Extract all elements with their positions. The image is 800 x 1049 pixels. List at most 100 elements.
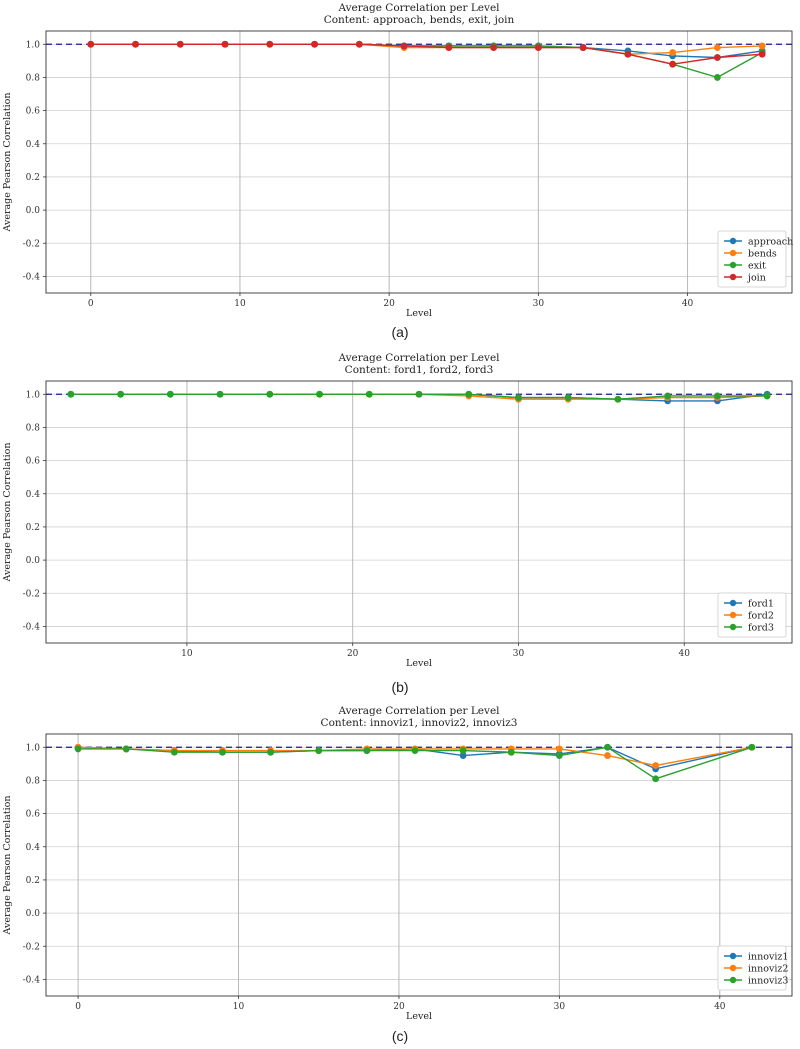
y-tick-label: 0.0 [26, 206, 41, 216]
data-point-innoviz3 [555, 752, 563, 759]
data-point-ford3 [266, 390, 274, 398]
data-point-join [758, 50, 766, 58]
data-point-ford3 [216, 390, 224, 398]
y-tick-label: -0.4 [23, 975, 41, 985]
data-point-join [534, 44, 542, 51]
caption-b: (b) [391, 679, 409, 695]
legend-label: innoviz2 [748, 964, 788, 975]
data-point-join [400, 42, 408, 50]
chart-subtitle: Content: ford1, ford2, ford3 [345, 364, 494, 376]
data-point-ford3 [117, 390, 124, 398]
x-tick-label: 20 [347, 649, 359, 659]
x-axis-label: Level [406, 658, 432, 666]
legend-label: exit [748, 261, 766, 272]
data-point-join [266, 40, 274, 48]
data-point-join [445, 44, 453, 51]
y-axis-label: Average Pearson Correlation [2, 795, 13, 935]
x-tick-label: 10 [233, 1002, 245, 1012]
x-tick-label: 40 [714, 1002, 726, 1012]
data-point-innoviz3 [267, 748, 275, 756]
legend-marker [729, 249, 737, 257]
x-tick-label: 30 [533, 299, 545, 309]
data-point-ford3 [763, 392, 771, 400]
data-point-join [221, 40, 229, 48]
legend-marker [729, 273, 737, 281]
x-tick-label: 0 [75, 1002, 81, 1012]
y-tick-label: 0.6 [26, 810, 41, 820]
data-point-innoviz3 [219, 748, 226, 756]
legend-marker [729, 952, 737, 960]
data-point-ford3 [365, 390, 373, 398]
y-tick-label: 0.4 [26, 140, 41, 150]
data-point-join [176, 40, 184, 48]
y-tick-label: 0.8 [26, 423, 41, 433]
legend-label: bends [748, 249, 777, 260]
x-tick-label: 10 [181, 649, 193, 659]
chart-panel-c: Average Correlation per Level Content: in… [0, 703, 800, 1039]
chart-title: Average Correlation per Level [337, 352, 500, 364]
x-tick-label: 40 [682, 299, 694, 309]
legend-marker [729, 261, 737, 269]
data-point-innoviz3 [459, 747, 467, 754]
legend-marker [729, 623, 737, 631]
data-point-innoviz3 [74, 745, 82, 753]
chart-panel-a: Average Correlation per Level Content: ap… [0, 0, 800, 336]
data-point-ford3 [614, 395, 622, 403]
y-tick-label: 0.2 [26, 173, 40, 183]
y-tick-label: 1.0 [26, 743, 41, 753]
data-point-innoviz3 [315, 747, 323, 754]
data-point-join [714, 54, 721, 61]
data-point-innoviz3 [604, 743, 611, 751]
x-tick-label: 10 [234, 299, 246, 309]
y-tick-label: 0.2 [26, 523, 40, 533]
caption-c: (c) [391, 1028, 409, 1044]
data-point-join [87, 40, 95, 48]
plot-frame [45, 733, 793, 997]
y-tick-label: -0.2 [23, 239, 40, 249]
data-point-ford3 [564, 394, 572, 401]
legend-marker [729, 611, 737, 619]
data-point-ford3 [166, 390, 174, 398]
chart-subtitle: Content: innoviz1, innoviz2, innoviz3 [321, 717, 518, 729]
y-tick-label: 0.8 [26, 73, 41, 83]
data-point-ford3 [316, 390, 323, 398]
data-point-join [132, 40, 139, 48]
data-point-innoviz3 [507, 748, 515, 756]
chart-panel-b: Average Correlation per Level Content: fo… [0, 350, 800, 686]
legend-label: ford3 [748, 623, 774, 634]
y-tick-label: 0.0 [26, 556, 41, 566]
y-tick-label: 0.8 [26, 776, 41, 786]
data-point-innoviz3 [652, 775, 660, 783]
chart-title: Average Correlation per Level [337, 2, 500, 14]
y-tick-label: -0.4 [23, 272, 41, 282]
legend-label: innoviz1 [748, 952, 788, 963]
series-line-join [90, 43, 763, 65]
data-point-ford3 [714, 392, 721, 400]
caption-a: (a) [391, 324, 409, 340]
y-tick-label: 0.4 [26, 843, 41, 853]
legend-box [717, 230, 787, 288]
data-point-ford3 [415, 390, 423, 398]
legend-marker [729, 599, 737, 607]
chart-subtitle: Content: approach, bends, exit, join [324, 14, 515, 26]
y-axis-label: Average Pearson Correlation [2, 442, 13, 582]
data-point-innoviz2 [604, 752, 611, 759]
data-point-bends [758, 42, 766, 50]
legend-label: approach [748, 237, 793, 248]
y-axis-label: Average Pearson Correlation [2, 92, 13, 232]
series-line-exit [90, 43, 763, 79]
y-tick-label: 0.2 [26, 876, 40, 886]
data-point-join [311, 40, 318, 48]
data-point-ford3 [465, 390, 473, 398]
data-point-bends [714, 44, 721, 51]
data-point-join [624, 50, 632, 58]
y-tick-label: -0.4 [23, 622, 41, 632]
data-point-join [355, 40, 363, 48]
data-point-exit [714, 74, 721, 81]
data-point-innoviz2 [555, 745, 563, 753]
data-point-innoviz3 [122, 745, 130, 753]
data-point-join [579, 44, 587, 51]
